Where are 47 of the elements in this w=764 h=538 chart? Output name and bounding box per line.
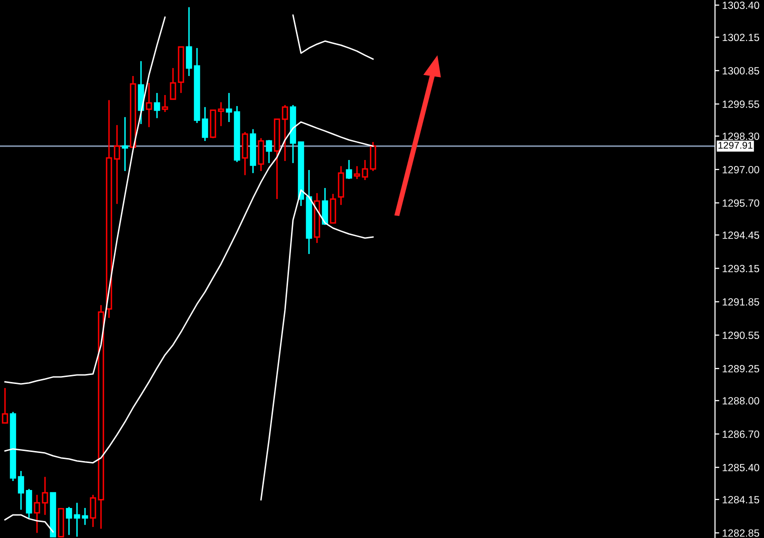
y-tick-label: 1298.30 bbox=[722, 132, 760, 140]
y-tick-label: 1300.85 bbox=[722, 67, 760, 74]
candlestick bbox=[74, 502, 80, 538]
candlestick bbox=[162, 94, 168, 113]
y-tick-label: 1289.25 bbox=[722, 365, 760, 372]
candlestick bbox=[18, 470, 24, 510]
candlestick bbox=[242, 131, 248, 176]
y-tick-label: 1284.15 bbox=[722, 496, 760, 504]
y-tick-label: 1299.55 bbox=[722, 100, 760, 108]
candlestick bbox=[218, 102, 224, 127]
candlestick bbox=[34, 494, 40, 534]
candlestick bbox=[282, 104, 288, 162]
candlestick bbox=[26, 488, 32, 519]
candlestick bbox=[154, 92, 160, 119]
y-tick-label: 1293.15 bbox=[722, 264, 760, 272]
candlestick bbox=[146, 82, 152, 128]
candlestick bbox=[226, 92, 232, 123]
candlestick bbox=[338, 165, 344, 206]
candlestick bbox=[66, 506, 72, 536]
y-tick-label: 1282.85 bbox=[722, 529, 760, 537]
y-tick-label: 1297.00 bbox=[722, 166, 760, 174]
candlestick bbox=[170, 67, 176, 100]
y-tick-label: 1285.40 bbox=[722, 464, 760, 472]
candlestick bbox=[42, 476, 48, 516]
candlestick bbox=[330, 193, 336, 224]
candlestick bbox=[186, 6, 192, 77]
candlestick bbox=[370, 141, 376, 172]
candlestick bbox=[362, 159, 368, 181]
y-tick-label: 1295.70 bbox=[722, 199, 760, 207]
candlestick bbox=[266, 139, 272, 164]
y-tick-label: 1286.70 bbox=[722, 430, 760, 438]
y-tick-label: 1294.45 bbox=[722, 231, 760, 239]
candlestick bbox=[90, 494, 96, 528]
ref-line-label: 1297.91 bbox=[718, 142, 752, 149]
candlestick bbox=[258, 137, 264, 172]
candlestick bbox=[82, 507, 88, 526]
y-tick-label: 1288.00 bbox=[722, 397, 760, 404]
candlestick bbox=[346, 159, 352, 180]
y-tick-label: 1302.15 bbox=[722, 34, 760, 42]
candlestick bbox=[202, 106, 208, 142]
candlestick bbox=[114, 124, 120, 205]
candlestick bbox=[354, 165, 360, 180]
y-tick-label: 1290.55 bbox=[722, 332, 760, 340]
y-tick-label: 1291.85 bbox=[722, 298, 760, 306]
candlestick bbox=[122, 116, 128, 172]
y-tick-label: 1303.40 bbox=[722, 2, 760, 10]
candlestick bbox=[2, 387, 8, 424]
